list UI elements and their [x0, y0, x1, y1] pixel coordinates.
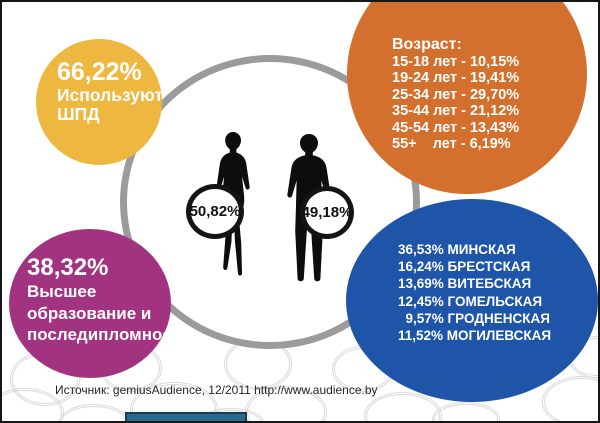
age-title: Возраст: — [392, 36, 462, 53]
female-share-value: 50,82% — [189, 203, 241, 220]
region-item: 13,69% ВИТЕБСКАЯ — [398, 276, 532, 292]
age-bubble: Возраст: 15-18 лет - 10,15% 19-24 лет - … — [347, 2, 587, 194]
education-label-line: Высшее — [27, 282, 97, 301]
age-item: 45-54 лет - 13,43% — [392, 119, 520, 136]
region-item: 9,57% ГРОДНЕНСКАЯ — [398, 310, 550, 326]
age-item: 35-44 лет - 21,12% — [392, 103, 520, 120]
region-item: 36,53% МИНСКАЯ — [398, 242, 516, 257]
age-item: 15-18 лет - 10,15% — [392, 54, 520, 70]
education-value: 38,32% — [27, 254, 109, 281]
education-label-line: последипломное — [27, 325, 172, 344]
broadband-label-line: Используют — [57, 85, 164, 105]
deco-ring — [130, 382, 218, 421]
education-bubble: 38,32% Высшее образование и последипломн… — [9, 229, 172, 378]
education-text: 38,32% Высшее образование и последипломн… — [27, 254, 172, 346]
region-item: 16,24% БРЕСТСКАЯ — [398, 259, 531, 275]
broadband-bubble: 66,22% Используют ШПД — [36, 39, 163, 165]
education-label-line: образование и — [27, 303, 152, 323]
female-share-badge: 50,82% — [186, 184, 244, 239]
broadband-text: 66,22% Используют ШПД — [57, 59, 163, 124]
age-item: 19-24 лет - 19,41% — [392, 70, 520, 87]
source-text: Источник: gemiusAudience, 12/2011 http:/… — [55, 383, 378, 397]
region-item: 12,45% ГОМЕЛЬСКАЯ — [398, 293, 543, 309]
deco-ring — [432, 402, 500, 421]
regions-text: 36,53% МИНСКАЯ 16,24% БРЕСТСКАЯ 13,69% В… — [398, 241, 551, 344]
regions-bubble: 36,53% МИНСКАЯ 16,24% БРЕСТСКАЯ 13,69% В… — [346, 199, 598, 402]
male-share-badge: 49,18% — [300, 186, 354, 239]
age-item: 25-34 лет - 29,70% — [392, 86, 520, 103]
age-text: Возраст: 15-18 лет - 10,15% 19-24 лет - … — [392, 36, 519, 152]
age-item: 55+ лет - 6,19% — [392, 136, 511, 153]
footer-bar — [125, 412, 247, 421]
deco-ring — [542, 376, 598, 421]
region-item: 11,52% МОГИЛЕВСКАЯ — [398, 328, 552, 344]
deco-ring — [58, 404, 130, 421]
broadband-value: 66,22% — [57, 58, 142, 86]
broadband-label-line: ШПД — [57, 104, 100, 124]
male-share-value: 49,18% — [301, 204, 353, 221]
